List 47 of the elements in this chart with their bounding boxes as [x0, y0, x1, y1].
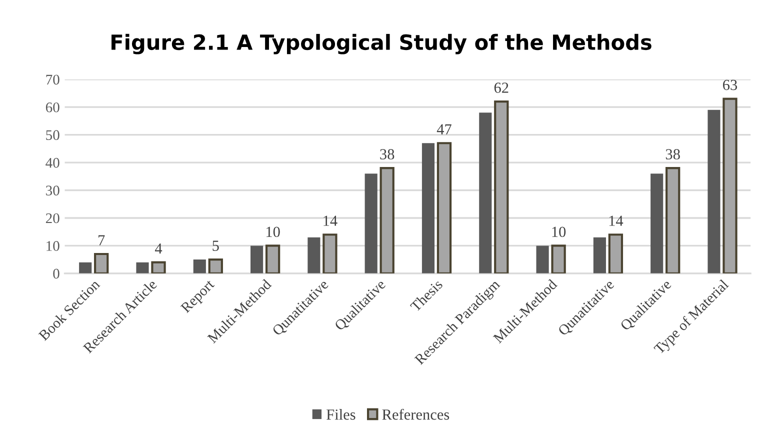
y-tick-label: 70 — [46, 74, 60, 85]
data-label: 38 — [666, 149, 680, 160]
legend-label: Files — [326, 408, 356, 420]
data-label: 14 — [324, 216, 338, 226]
bar — [208, 258, 223, 274]
data-label: 4 — [154, 243, 162, 254]
y-tick-label: 20 — [46, 213, 60, 224]
bar — [136, 262, 149, 274]
bar — [94, 252, 109, 274]
bar — [79, 262, 92, 274]
bar — [479, 112, 492, 274]
y-tick-label: 30 — [46, 186, 60, 196]
bar — [151, 261, 166, 274]
data-label: 10 — [266, 226, 280, 238]
data-label: 7 — [98, 235, 105, 246]
y-tick-label: 60 — [46, 102, 60, 112]
y-tick-label: 0 — [53, 268, 60, 279]
data-label: 10 — [552, 226, 566, 238]
bar — [380, 167, 394, 274]
data-label: 38 — [380, 149, 394, 160]
y-tick-label: 40 — [46, 158, 60, 168]
bar — [436, 142, 452, 274]
bar — [364, 174, 378, 274]
bar — [322, 234, 338, 274]
data-label: 5 — [212, 240, 219, 251]
bar — [650, 174, 664, 274]
bar — [265, 244, 280, 274]
bar — [722, 98, 738, 274]
bar — [551, 244, 566, 274]
bar — [193, 260, 206, 274]
bar — [593, 237, 606, 274]
bar — [666, 167, 680, 274]
bar — [708, 110, 720, 274]
legend-label: References — [382, 408, 450, 420]
y-tick-label: 50 — [46, 130, 60, 140]
data-label: 63 — [723, 80, 738, 90]
y-tick-label: 10 — [46, 241, 60, 251]
data-label: 62 — [494, 82, 508, 93]
bar — [422, 143, 435, 274]
bar — [308, 237, 320, 274]
bar — [494, 100, 509, 274]
bar — [536, 246, 549, 274]
chart-title: Figure 2.1 A Typological Study of the Methods — [112, 34, 652, 54]
bar — [250, 246, 264, 274]
data-label: 14 — [609, 216, 624, 226]
bar — [608, 234, 624, 274]
data-label: 47 — [436, 124, 452, 134]
